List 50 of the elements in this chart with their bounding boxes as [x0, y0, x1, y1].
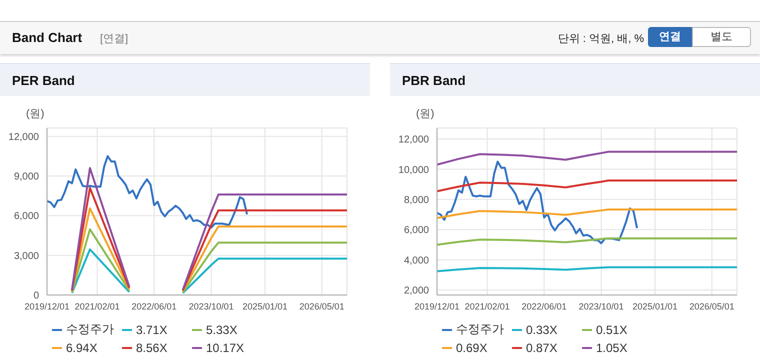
- legend-label: 6.94X: [66, 341, 98, 355]
- line-series: [47, 155, 248, 229]
- line-series: [437, 160, 638, 244]
- legend-label: 수정주가: [66, 321, 114, 338]
- legend-label: 0.87X: [526, 341, 558, 355]
- y-tick-label: 12,000: [398, 134, 430, 146]
- x-tick-label: 2019/12/01: [24, 301, 70, 312]
- legend-label: 0.33X: [526, 322, 558, 336]
- y-tick-label: 6,000: [404, 225, 430, 236]
- x-tick-label: 2021/02/01: [464, 301, 510, 312]
- line-series: [437, 237, 737, 246]
- y-tick-label: 6,000: [14, 211, 40, 222]
- legend-label: 1.05X: [596, 341, 628, 355]
- y-tick-label: 4,000: [404, 255, 430, 266]
- x-tick-label: 2022/06/01: [132, 301, 177, 312]
- chart-title: PBR Band: [402, 73, 466, 88]
- legend-label: 0.51X: [596, 322, 628, 336]
- text: 연결: [648, 27, 692, 47]
- y-tick-label: 8,000: [404, 194, 430, 206]
- legend-label: 8.56X: [136, 341, 168, 355]
- line-series: [437, 180, 737, 192]
- y-tick-label: 2,000: [404, 286, 430, 297]
- y-axis-title: (원): [416, 107, 434, 121]
- x-tick-label: 2026/05/01: [689, 301, 734, 312]
- legend-label: 5.33X: [206, 322, 238, 336]
- x-tick-label: 2023/10/01: [578, 301, 624, 312]
- legend-label: 3.71X: [136, 322, 168, 336]
- y-axis-title: (원): [26, 107, 44, 121]
- y-tick-label: 0: [33, 290, 40, 302]
- x-tick-label: 2021/02/01: [74, 301, 120, 312]
- chart-title: PER Band: [12, 73, 75, 88]
- y-tick-label: 12,000: [8, 132, 40, 143]
- line-series: [437, 150, 737, 166]
- y-tick-label: 9,000: [14, 172, 40, 183]
- text: Band Chart: [12, 30, 82, 45]
- text: 별도: [692, 27, 751, 47]
- text: 단위 : 억원, 배, %: [558, 32, 644, 46]
- text: [연결]: [100, 32, 128, 46]
- y-tick-label: 3,000: [14, 250, 40, 262]
- x-tick-label: 2023/10/01: [188, 301, 234, 312]
- x-tick-label: 2019/12/01: [414, 301, 460, 312]
- x-tick-label: 2025/01/01: [242, 301, 288, 312]
- x-tick-label: 2026/05/01: [299, 301, 344, 312]
- y-tick-label: 10,000: [398, 164, 430, 176]
- legend-label: 10.17X: [206, 341, 244, 355]
- x-tick-label: 2022/06/01: [522, 301, 567, 312]
- line-series: [437, 208, 737, 219]
- legend-label: 수정주가: [456, 321, 504, 338]
- legend-label: 0.69X: [456, 341, 488, 355]
- x-tick-label: 2025/01/01: [632, 301, 678, 312]
